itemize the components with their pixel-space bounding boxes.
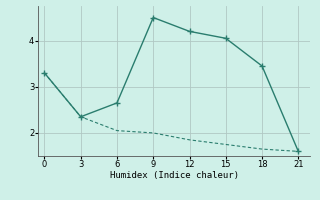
X-axis label: Humidex (Indice chaleur): Humidex (Indice chaleur)	[110, 171, 239, 180]
